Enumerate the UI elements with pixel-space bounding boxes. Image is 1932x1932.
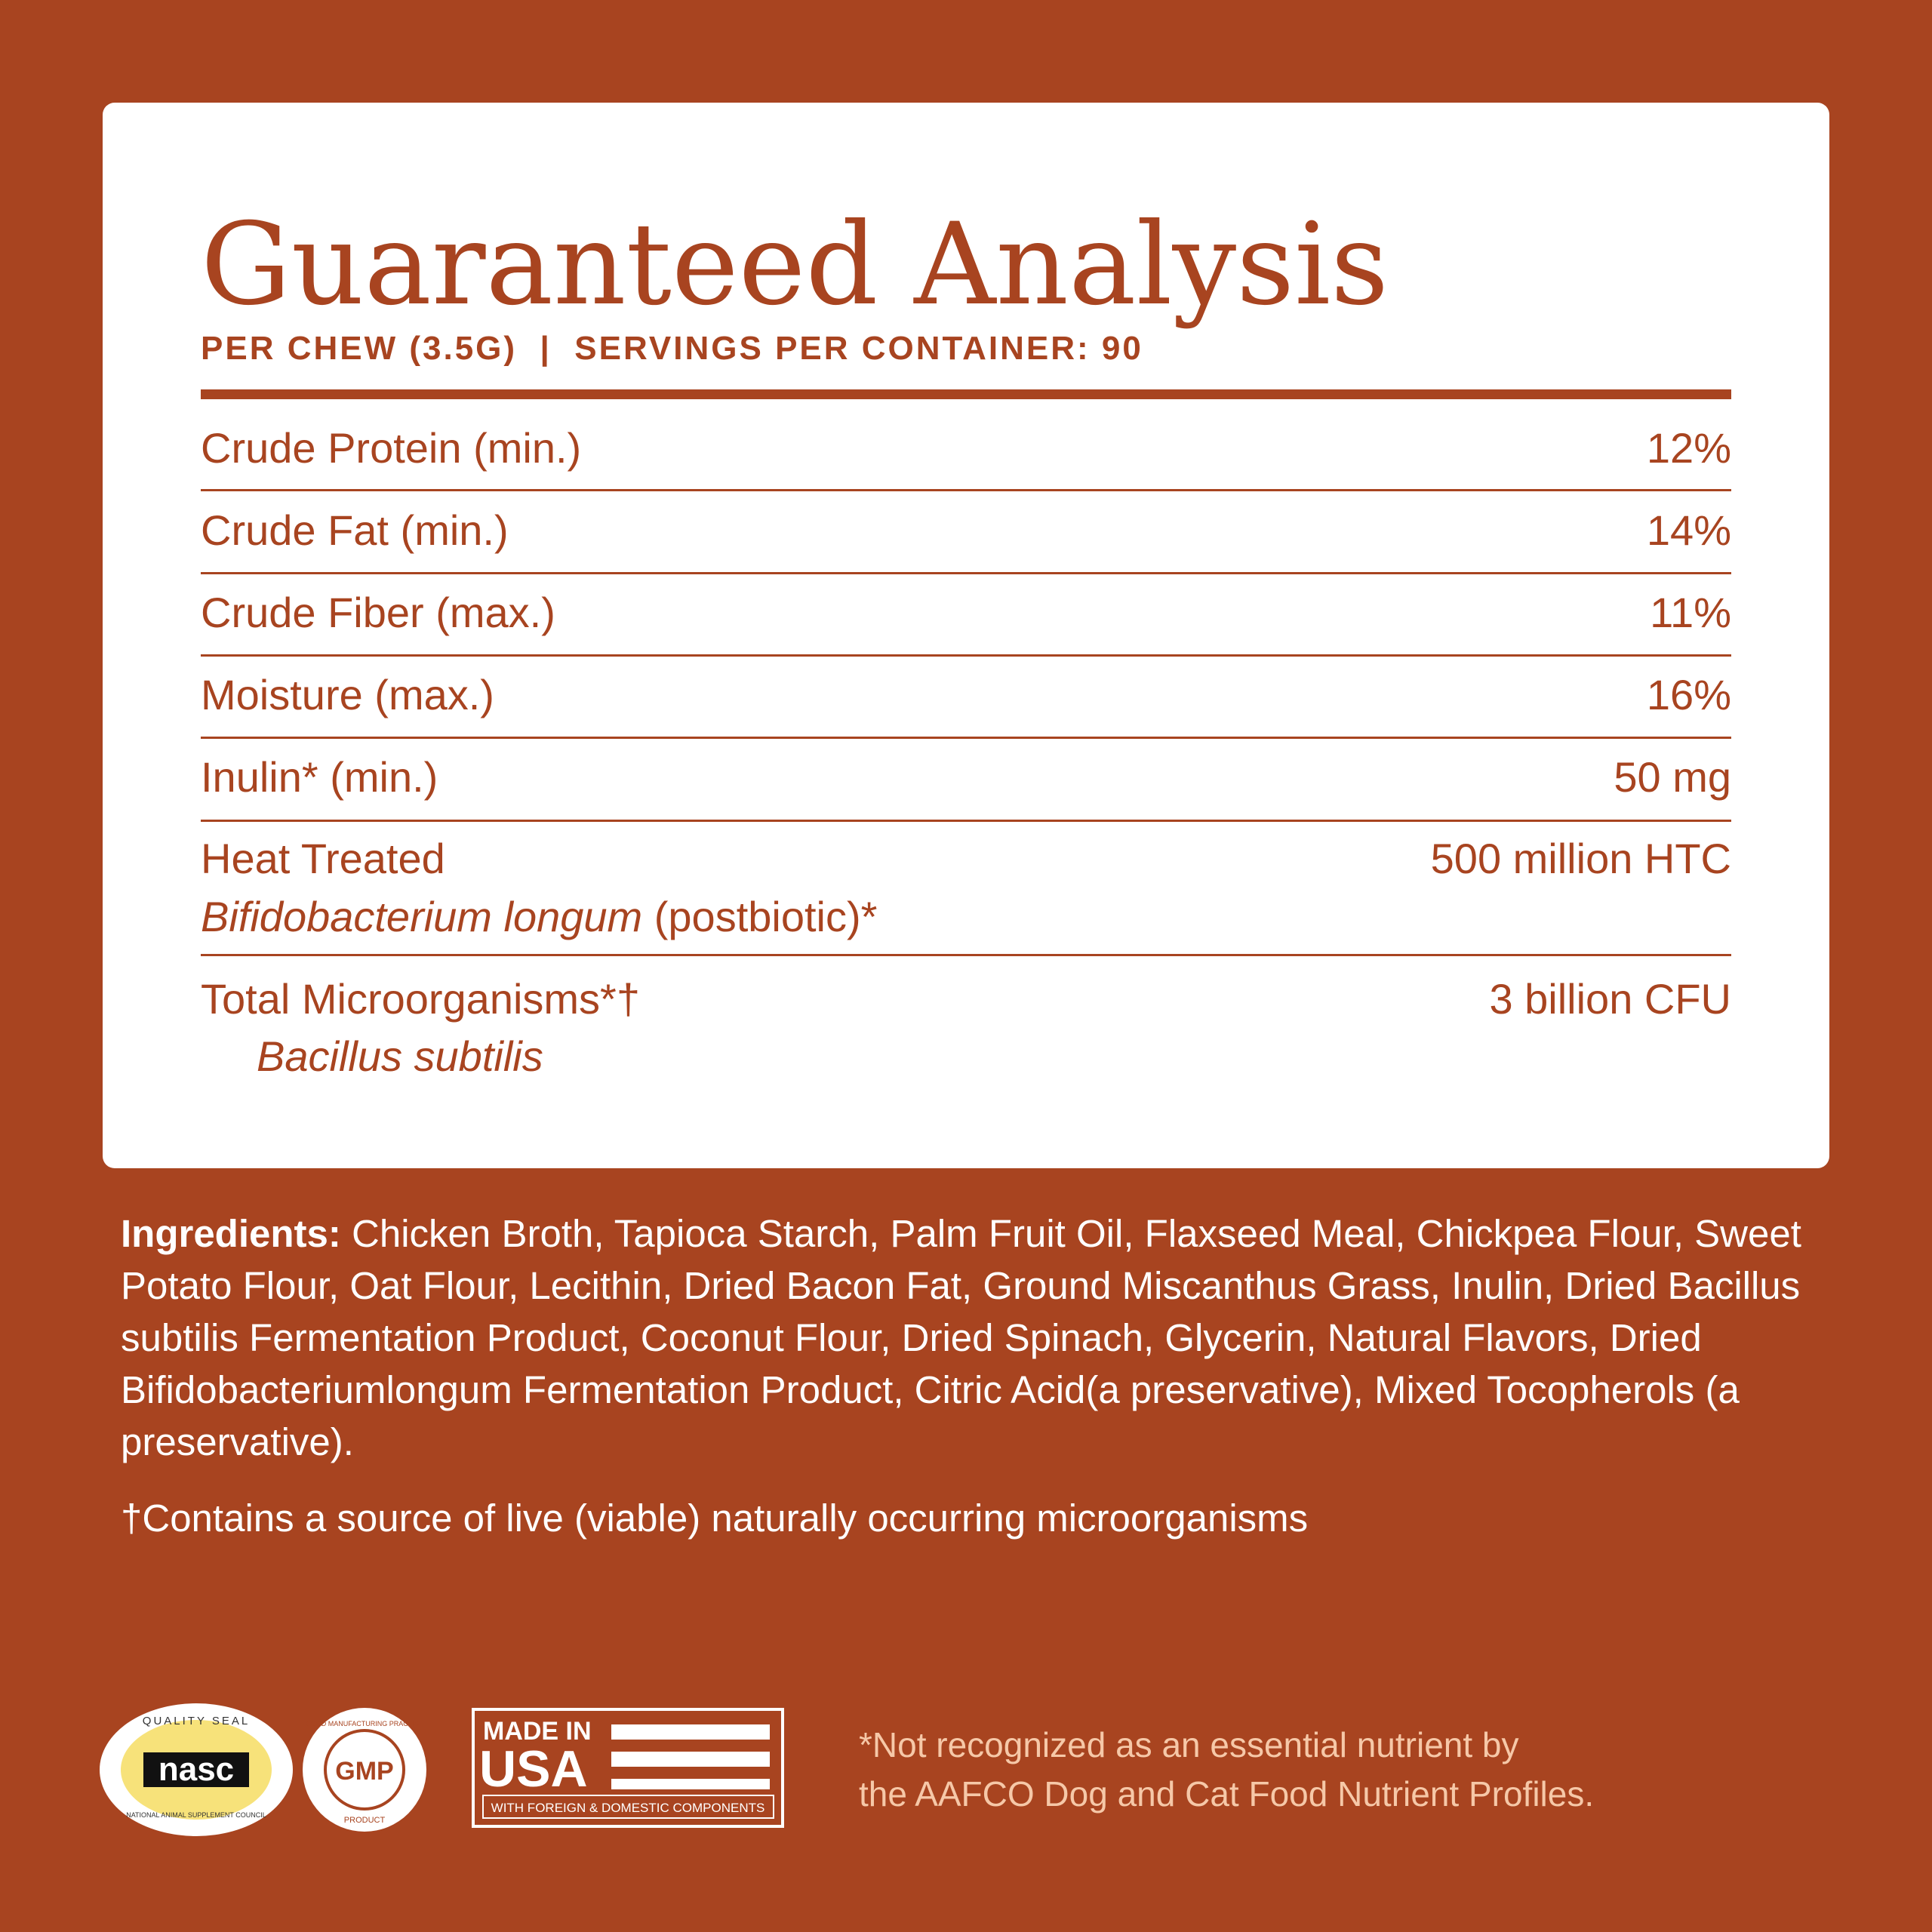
row: Crude Fat (min.) 14% xyxy=(201,491,1731,574)
row-value: 500 million HTC xyxy=(1430,835,1731,882)
nasc-badge: QUALITY SEAL nasc NATIONAL ANIMAL SUPPLE… xyxy=(100,1703,293,1836)
species: Bifidobacterium longum xyxy=(201,893,643,940)
ingredients: Ingredients: Chicken Broth, Tapioca Star… xyxy=(121,1208,1834,1468)
row-sublabel-rest: (postbiotic)* xyxy=(654,893,878,940)
nasc-bottom: NATIONAL ANIMAL SUPPLEMENT COUNCIL xyxy=(126,1811,266,1819)
row-value: 12% xyxy=(1646,424,1731,472)
row-sublabel: Bifidobacterium longum (postbiotic)* xyxy=(201,888,877,946)
usa-line1: MADE IN xyxy=(483,1717,592,1746)
row-label: Heat Treated xyxy=(201,835,445,882)
row-label: Crude Protein (min.) xyxy=(201,424,582,472)
live-note: †Contains a source of live (viable) natu… xyxy=(121,1497,1309,1540)
usa-badge: MADE IN USA WITH FOREIGN & DOMESTIC COMP… xyxy=(472,1708,784,1828)
row-label: Total Microorganisms*† xyxy=(201,975,640,1023)
row-value: 11% xyxy=(1650,589,1731,636)
row: Inulin* (min.) 50 mg xyxy=(201,739,1731,822)
row: Moisture (max.) 16% xyxy=(201,657,1731,739)
row: Crude Protein (min.) 12% xyxy=(201,399,1731,491)
aafco-note: *Not recognized as an essential nutrient… xyxy=(859,1721,1594,1819)
nasc-top: QUALITY SEAL xyxy=(143,1715,250,1727)
aafco-line: *Not recognized as an essential nutrient… xyxy=(859,1725,1519,1764)
row-value: 14% xyxy=(1646,506,1731,554)
gmp-bottom: PRODUCT xyxy=(344,1816,386,1825)
row-value: 50 mg xyxy=(1614,753,1731,801)
row-label: Crude Fat (min.) xyxy=(201,506,509,554)
aafco-line: the AAFCO Dog and Cat Food Nutrient Prof… xyxy=(859,1774,1595,1814)
nasc-mark: nasc xyxy=(158,1751,234,1788)
species: Bacillus subtilis xyxy=(257,1032,543,1080)
row: Heat Treated Bifidobacterium longum (pos… xyxy=(201,822,1731,956)
row-label: Crude Fiber (max.) xyxy=(201,589,555,636)
row: Crude Fiber (max.) 11% xyxy=(201,574,1731,657)
ingredients-heading: Ingredients: xyxy=(121,1212,341,1255)
row-label: Moisture (max.) xyxy=(201,671,494,718)
title: Guaranteed Analysis xyxy=(201,199,1389,331)
row-value: 16% xyxy=(1646,671,1731,718)
ingredients-text: Chicken Broth, Tapioca Starch, Palm Frui… xyxy=(121,1212,1801,1463)
gmp-mark: GMP xyxy=(335,1757,393,1786)
gmp-badge: GMP GOOD MANUFACTURING PRACTICE PRODUCT xyxy=(303,1708,426,1832)
row: Total Microorganisms*† Bacillus subtilis… xyxy=(201,956,1731,1092)
subtitle: PER CHEW (3.5G) | SERVINGS PER CONTAINER… xyxy=(201,330,1143,367)
row-label: Inulin* (min.) xyxy=(201,753,438,801)
gmp-ring: GOOD MANUFACTURING PRACTICE xyxy=(306,1720,424,1727)
row-value: 3 billion CFU xyxy=(1489,975,1731,1023)
usa-line2: USA xyxy=(479,1740,588,1798)
analysis-card: Guaranteed Analysis PER CHEW (3.5G) | SE… xyxy=(103,103,1829,1168)
usa-bottom: WITH FOREIGN & DOMESTIC COMPONENTS xyxy=(491,1801,765,1815)
badges: QUALITY SEAL nasc NATIONAL ANIMAL SUPPLE… xyxy=(100,1703,784,1836)
thick-rule xyxy=(201,389,1731,399)
